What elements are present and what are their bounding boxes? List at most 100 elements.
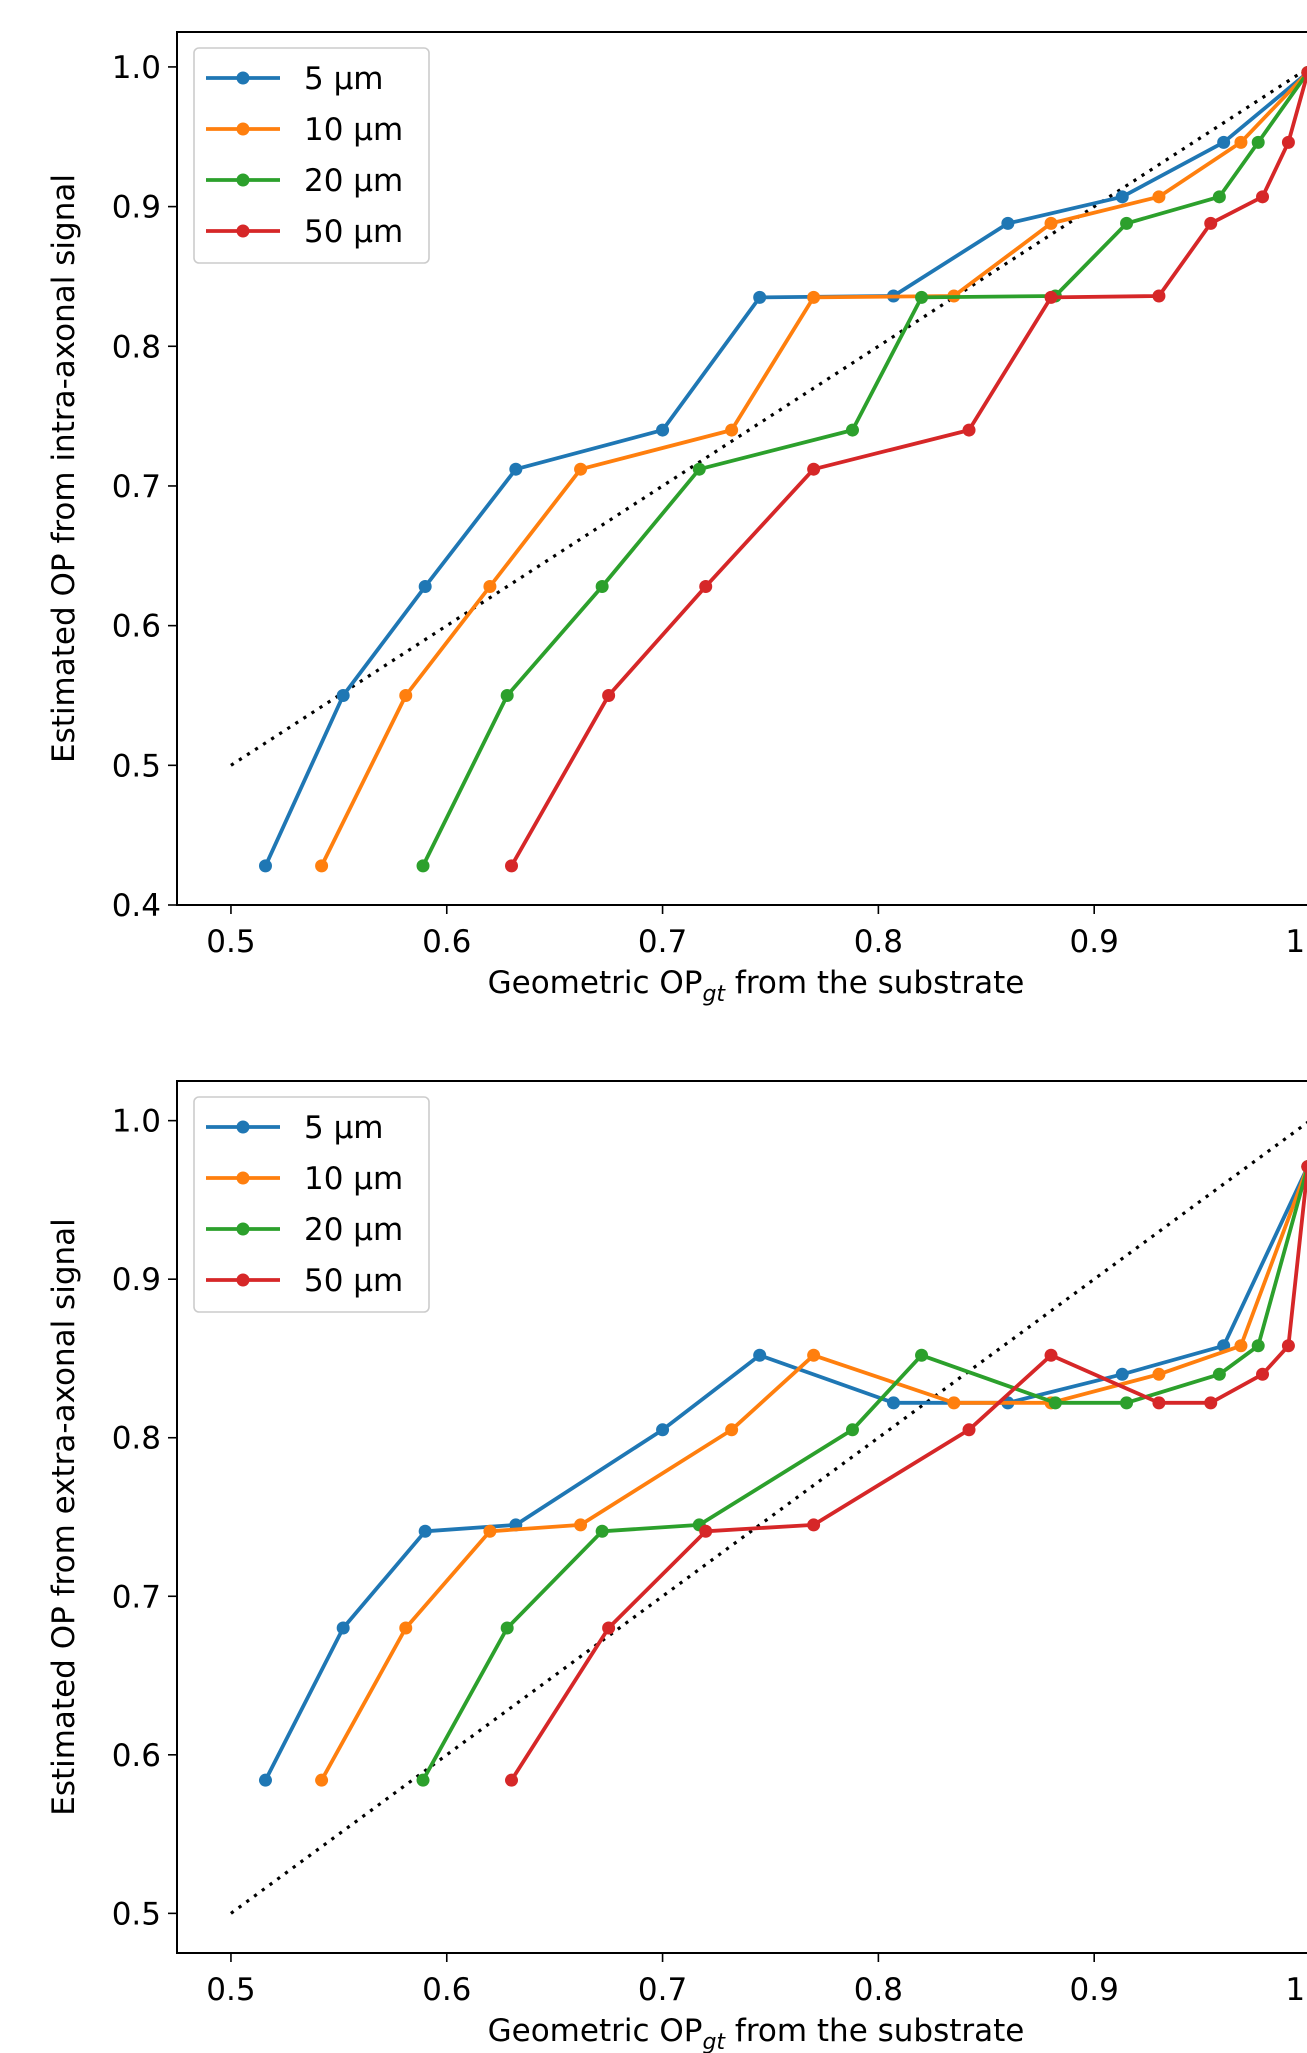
- legend-swatch-marker: [236, 173, 250, 187]
- data-point: [483, 1524, 497, 1538]
- data-point: [1044, 290, 1058, 304]
- data-point: [1234, 1339, 1248, 1353]
- series-line: [421, 1166, 1307, 1782]
- data-point: [1212, 190, 1226, 204]
- data-point: [845, 423, 859, 437]
- series-3: [416, 1160, 1307, 1787]
- series-line: [319, 1165, 1307, 1782]
- legend-label: 10 µm: [304, 1161, 403, 1197]
- data-point: [505, 859, 519, 873]
- data-point: [399, 688, 413, 702]
- legend-item: 50 µm: [206, 214, 403, 250]
- x-tick-label: 0.5: [206, 1972, 255, 2008]
- data-point: [656, 1423, 670, 1437]
- data-point: [595, 580, 609, 594]
- data-point: [1152, 1396, 1166, 1410]
- data-point: [1115, 1367, 1129, 1381]
- legend-item: 10 µm: [206, 112, 403, 148]
- y-tick-label: 0.8: [112, 329, 161, 365]
- y-tick-label: 0.9: [112, 190, 161, 226]
- series-2: [315, 1160, 1307, 1787]
- data-point: [1152, 289, 1166, 303]
- data-point: [500, 1621, 514, 1635]
- x-tick-label: 0.9: [1070, 924, 1119, 960]
- data-point: [483, 580, 497, 594]
- legend: 5 µm 10 µm 20 µm 50 µm: [193, 47, 430, 264]
- x-axis-label-tail: from the substrate: [725, 965, 1024, 1001]
- legend-item: 5 µm: [206, 1110, 384, 1146]
- data-point: [947, 1396, 961, 1410]
- x-axis-label-subscript: gt: [702, 2030, 726, 2053]
- legend-item: 20 µm: [206, 163, 403, 199]
- x-axis-label: Geometric OPgt from the substrate: [488, 965, 1025, 1007]
- x-tick-label: 0.7: [638, 924, 687, 960]
- chart-panel-2: 0.5 0.6 0.7 0.8 0.9 1.0 0.5 0.6 0.7 0.8 0.9 1.0 Geom…: [46, 1080, 1307, 2053]
- data-point: [886, 1396, 900, 1410]
- data-point: [1001, 216, 1015, 230]
- data-point: [692, 462, 706, 476]
- data-point: [699, 580, 713, 594]
- data-point: [845, 1423, 859, 1437]
- x-tick-label: 0.5: [206, 924, 255, 960]
- x-tick-label: 1.0: [1285, 924, 1307, 960]
- y-tick-label: 0.7: [112, 469, 161, 505]
- data-point: [416, 1773, 430, 1787]
- legend-item: 50 µm: [206, 1263, 403, 1299]
- data-point: [1301, 66, 1307, 79]
- series-line: [421, 71, 1307, 867]
- y-tick-label: 0.8: [112, 1421, 161, 1457]
- y-tick-label: 0.6: [112, 1738, 161, 1774]
- x-tick-label: 0.9: [1070, 1972, 1119, 2008]
- data-point: [1256, 190, 1270, 204]
- legend-swatch-marker: [236, 224, 250, 238]
- data-point: [699, 1524, 713, 1538]
- reference-diagonal-line: [230, 66, 1307, 767]
- legend-item: 10 µm: [206, 1161, 403, 1197]
- x-tick-label: 0.6: [422, 1972, 471, 2008]
- legend-swatch-marker: [236, 1222, 250, 1236]
- legend-swatch-marker: [236, 1171, 250, 1185]
- data-point: [725, 423, 739, 437]
- y-axis-label: Estimated OP from intra-axonal signal: [46, 174, 82, 763]
- data-point: [753, 290, 767, 304]
- x-axis-label: Geometric OPgt from the substrate: [488, 2013, 1025, 2053]
- data-point: [1044, 1348, 1058, 1362]
- legend-label: 50 µm: [304, 214, 403, 250]
- plot-area-frame: [176, 1080, 1307, 1954]
- data-point: [595, 1524, 609, 1538]
- reference-diagonal-line: [230, 1120, 1307, 1915]
- data-point: [915, 290, 929, 304]
- chart-panel-1: 0.5 0.6 0.7 0.8 0.9 1.0 0.4 0.5 0.6 0.7 0.8 0.9 1.0 G…: [46, 31, 1307, 1007]
- data-point: [418, 1524, 432, 1538]
- data-point: [1152, 1367, 1166, 1381]
- x-tick-label: 0.8: [854, 924, 903, 960]
- data-point: [1044, 216, 1058, 230]
- legend: 5 µm 10 µm 20 µm 50 µm: [193, 1096, 430, 1313]
- data-point: [1281, 1339, 1295, 1353]
- y-tick-label: 0.7: [112, 1579, 161, 1615]
- series-line: [509, 71, 1307, 867]
- data-point: [1204, 216, 1218, 230]
- data-point: [915, 1348, 929, 1362]
- y-axis-label: Estimated OP from extra-axonal signal: [46, 1218, 82, 1816]
- y-tick-label: 0.6: [112, 609, 161, 645]
- series-4: [505, 1160, 1307, 1787]
- legend-swatch-marker: [236, 71, 250, 85]
- data-point: [1281, 135, 1295, 149]
- x-tick-label: 1.0: [1285, 1972, 1307, 2008]
- y-tick-label: 0.5: [112, 1896, 161, 1932]
- data-point: [336, 688, 350, 702]
- legend-item: 5 µm: [206, 61, 384, 97]
- legend-box: [193, 47, 430, 264]
- y-tick-label: 1.0: [112, 50, 161, 86]
- data-point: [315, 1773, 329, 1787]
- legend-label: 20 µm: [304, 1212, 403, 1248]
- data-point: [399, 1621, 413, 1635]
- data-point: [1251, 1339, 1265, 1353]
- data-point: [416, 859, 430, 873]
- legend-swatch-marker: [236, 1120, 250, 1134]
- data-point: [1251, 135, 1265, 149]
- x-tick-label: 0.7: [638, 1972, 687, 2008]
- data-point: [574, 1518, 588, 1532]
